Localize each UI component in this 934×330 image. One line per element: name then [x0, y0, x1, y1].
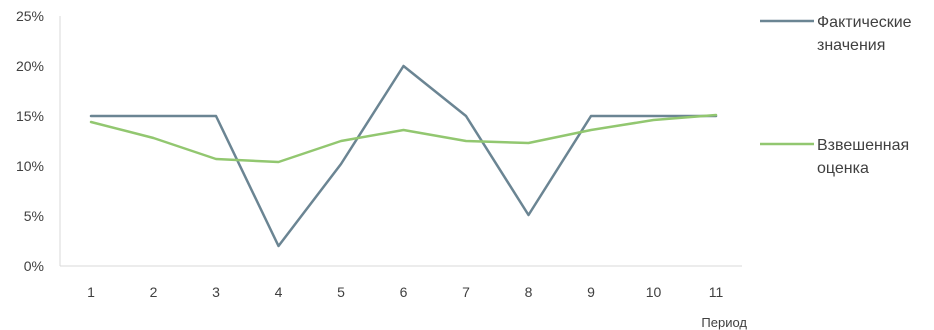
x-tick-label: 1 [87, 284, 95, 300]
x-axis-title: Период [701, 315, 747, 330]
legend-item-1: Фактические значения [760, 14, 912, 54]
legend-label: оценка [817, 160, 869, 177]
x-tick-label: 3 [212, 284, 220, 300]
legend-item-2: Взвешенная оценка [760, 137, 909, 177]
y-axis: 0% 5% 10% 15% 20% 25% [16, 8, 61, 274]
x-tick-label: 10 [646, 284, 662, 300]
x-tick-label: 4 [275, 284, 283, 300]
legend-label: Фактические [817, 14, 912, 31]
y-tick-label: 10% [16, 158, 44, 174]
legend-label: значения [817, 37, 885, 54]
x-tick-label: 5 [337, 284, 345, 300]
x-tick-label: 7 [462, 284, 470, 300]
x-axis: 1 2 3 4 5 6 7 8 9 10 11 [60, 265, 742, 300]
series-line-2 [89, 113, 718, 164]
y-tick-label: 15% [16, 108, 44, 124]
y-tick-label: 20% [16, 58, 44, 74]
x-tick-label: 8 [525, 284, 533, 300]
y-tick-label: 25% [16, 8, 44, 24]
y-tick-label: 0% [24, 258, 44, 274]
x-tick-label: 11 [709, 284, 724, 300]
legend-label: Взвешенная [817, 137, 909, 154]
x-tick-label: 9 [587, 284, 595, 300]
x-tick-label: 2 [150, 284, 158, 300]
series-lines [89, 64, 718, 248]
x-tick-label: 6 [400, 284, 408, 300]
y-tick-label: 5% [24, 208, 44, 224]
legend: Фактические значения Взвешенная оценка [760, 14, 912, 177]
series-line-1 [89, 64, 718, 248]
